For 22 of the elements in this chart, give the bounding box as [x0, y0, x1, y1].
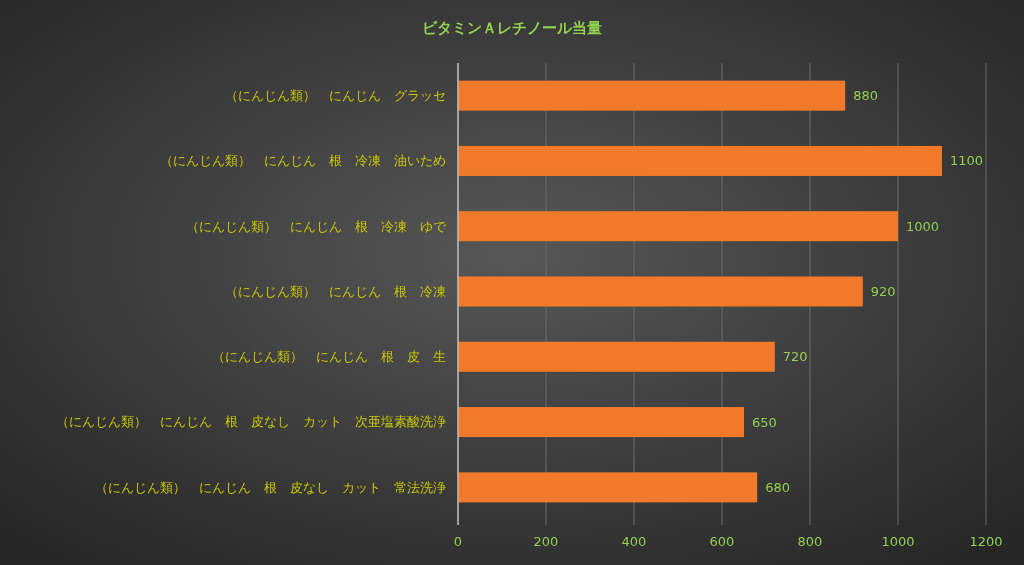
data-label: 880 — [853, 88, 879, 104]
y-tick-label: （にんじん類） にんじん グラッセ — [225, 88, 446, 104]
data-label: 1100 — [950, 153, 984, 169]
x-tick-label: 400 — [621, 534, 647, 549]
data-label: 650 — [752, 414, 777, 430]
y-tick-label: （にんじん類） にんじん 根 皮 生 — [212, 349, 446, 365]
data-label: 920 — [870, 284, 896, 300]
x-tick-label: 1200 — [969, 534, 1003, 549]
data-label: 680 — [765, 479, 791, 495]
x-tick-label: 200 — [533, 534, 559, 549]
y-tick-label: （にんじん類） にんじん 根 冷凍 油いため — [160, 153, 446, 169]
x-tick-label: 1000 — [881, 534, 915, 549]
y-tick-label: （にんじん類） にんじん 根 冷凍 — [225, 283, 446, 299]
y-tick-label: （にんじん類） にんじん 根 冷凍 ゆで — [186, 218, 447, 234]
x-tick-label: 600 — [709, 534, 735, 549]
data-label: 720 — [782, 349, 808, 365]
y-tick-label: （にんじん類） にんじん 根 皮なし カット 常法洗浄 — [95, 479, 446, 495]
y-tick-label: （にんじん類） にんじん 根 皮なし カット 次亜塩素酸洗浄 — [56, 414, 446, 430]
x-tick-label: 0 — [453, 534, 463, 549]
chart-title: ビタミンＡレチノール当量 — [422, 19, 602, 37]
x-tick-label: 800 — [797, 534, 823, 549]
data-label: 1000 — [906, 218, 940, 234]
